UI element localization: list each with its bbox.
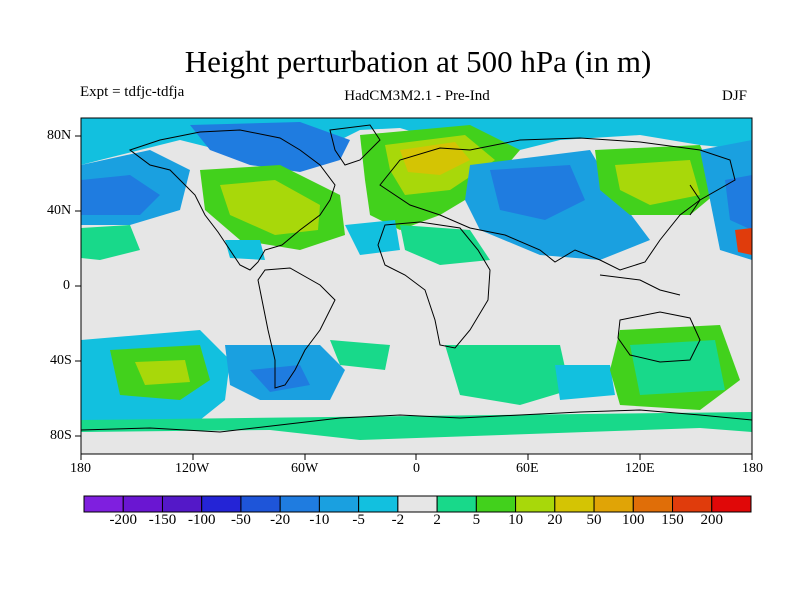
colorbar-swatch xyxy=(436,495,477,513)
colorbar-swatch xyxy=(358,495,399,513)
coastline-eurasia xyxy=(379,137,736,271)
anomaly-green-mideast xyxy=(400,225,490,265)
coastline-south-america xyxy=(257,267,336,389)
colorbar-swatch xyxy=(161,495,203,513)
anomaly-yellow-namerica xyxy=(220,180,320,235)
colorbar-swatch xyxy=(397,495,438,513)
anomaly-green-satlantic xyxy=(330,340,390,370)
anomaly-darkblue-npacific xyxy=(81,175,160,215)
colorbar-label: -10 xyxy=(309,512,330,528)
lat-tick-40n: 40N xyxy=(47,203,72,218)
anomaly-greenlight-australia xyxy=(630,340,725,395)
colorbar-label: 2 xyxy=(433,512,441,528)
colorbar-label: 150 xyxy=(661,512,684,528)
colorbar-label: -100 xyxy=(187,512,216,528)
coastline-north-america xyxy=(128,129,336,271)
anomaly-yellow-spacific xyxy=(135,360,190,385)
anomaly-gold-europe xyxy=(400,142,470,175)
colorbar-swatch xyxy=(122,495,163,513)
lon-tick-60w: 60W xyxy=(291,461,319,476)
colorbar-swatch xyxy=(475,495,517,513)
colorbar-label: -20 xyxy=(270,512,291,528)
coastline-australia xyxy=(617,311,701,363)
colorbar-label: -200 xyxy=(109,512,137,528)
colorbar-label: 200 xyxy=(700,512,724,528)
colorbar-swatch xyxy=(672,495,713,513)
lat-tick-80s: 80S xyxy=(50,428,72,443)
colorbar-label: -5 xyxy=(352,512,365,528)
anomaly-blue-caribbean xyxy=(225,240,265,260)
colorbar-swatch xyxy=(632,495,674,513)
anomaly-darkblue-asia xyxy=(490,165,585,220)
colorbar-label: 10 xyxy=(508,512,524,528)
colorbar-label: 100 xyxy=(622,512,645,528)
axis-ticks xyxy=(75,135,753,460)
lat-tick-40s: 40S xyxy=(50,353,72,368)
anomaly-darkblue-satlantic xyxy=(250,365,310,392)
anomaly-red-dateline xyxy=(735,228,752,255)
colorbar-swatch xyxy=(554,495,595,513)
colorbar-label: -150 xyxy=(148,512,177,528)
coastline-africa xyxy=(377,221,491,349)
colorbar-swatch xyxy=(201,495,242,513)
colorbar-swatch xyxy=(515,495,556,513)
anomaly-green-sindian xyxy=(445,345,570,405)
colorbar-swatch xyxy=(83,495,124,513)
coastline-japan xyxy=(689,184,701,216)
anomaly-blue-sindian xyxy=(555,365,615,400)
plot-title: Height perturbation at 500 hPa (in m) xyxy=(184,44,652,79)
coastlines xyxy=(81,124,752,433)
colorbar-swatch xyxy=(593,495,634,513)
anomaly-darkblue-canada xyxy=(190,122,350,172)
lon-tick-180w: 180 xyxy=(70,461,91,476)
anomaly-darkblue-eastpacific xyxy=(725,175,752,230)
lon-tick-120e: 120E xyxy=(625,461,655,476)
colorbar-label: -2 xyxy=(391,512,405,528)
coastline-indonesia xyxy=(599,274,681,296)
anomaly-gray-antarctic xyxy=(81,428,752,454)
lat-tick-0: 0 xyxy=(63,278,70,293)
lon-tick-180e: 180 xyxy=(742,461,763,476)
colorbar-label: 5 xyxy=(472,512,481,528)
anomaly-blue-atlantic xyxy=(345,220,400,255)
lon-tick-0: 0 xyxy=(413,461,420,476)
colorbar-label: -50 xyxy=(230,512,251,528)
colorbar-swatch xyxy=(240,495,281,513)
coastline-greenland xyxy=(329,124,381,166)
anomaly-yellow-nwpacific xyxy=(615,160,700,205)
model-label: HadCM3M2.1 - Pre-Ind xyxy=(344,88,490,104)
lon-tick-120w: 120W xyxy=(175,461,210,476)
lon-tick-60e: 60E xyxy=(516,461,539,476)
colorbar-swatch xyxy=(279,495,320,513)
colorbar-swatch xyxy=(711,495,752,513)
anomaly-fields xyxy=(81,118,752,454)
anomaly-green-wpacific xyxy=(81,225,140,260)
colorbar-swatch xyxy=(318,495,360,513)
coastline-antarctica xyxy=(81,409,752,433)
season-label: DJF xyxy=(722,88,748,104)
colorbar-label: 50 xyxy=(586,512,602,528)
colorbar-label: 20 xyxy=(547,512,563,528)
lat-tick-80n: 80N xyxy=(47,128,72,143)
experiment-label: Expt = tdfjc-tdfja xyxy=(80,84,185,100)
